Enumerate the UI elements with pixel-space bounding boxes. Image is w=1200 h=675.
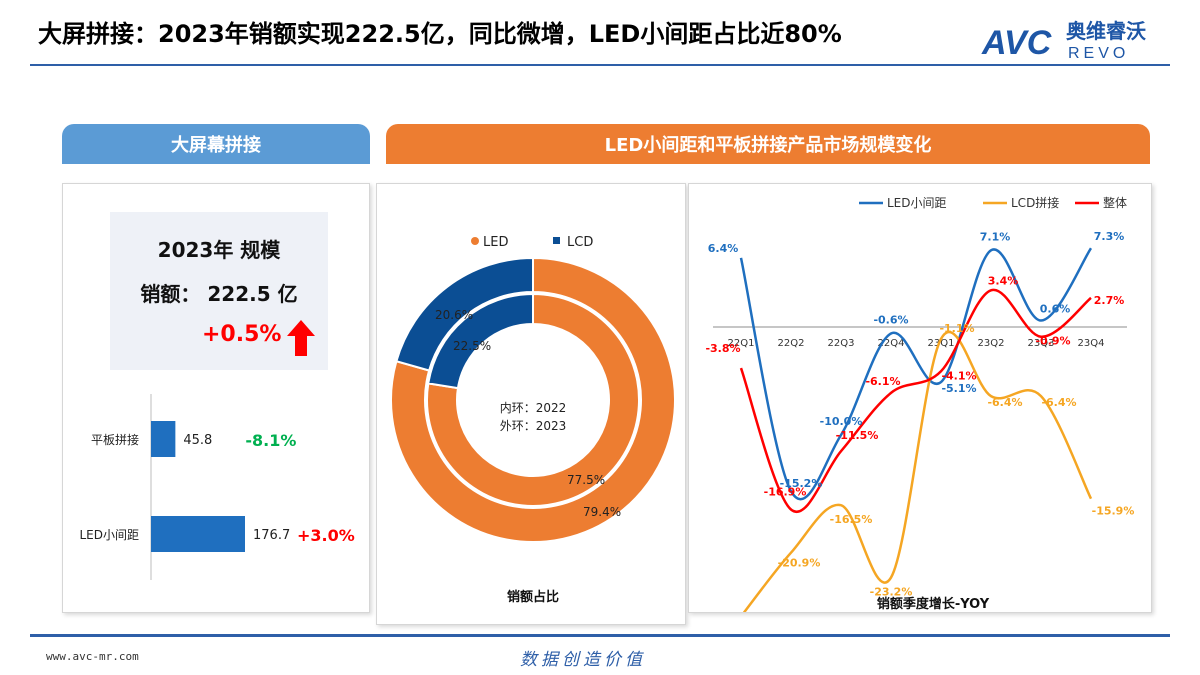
bar-category-label: 平板拼接 (91, 432, 139, 447)
scale-summary-box: 2023年 规模 销额： 222.5 亿 +0.5% (110, 212, 328, 370)
footer-slogan: 数据创造价值 (520, 650, 646, 670)
footer-url: www.avc-mr.com (46, 650, 139, 663)
footer-divider (30, 634, 1170, 637)
x-tick-label: 23Q4 (1078, 338, 1105, 349)
series-data-label: 7.1% (980, 230, 1011, 243)
category-bar-chart: 平板拼接 45.8 -8.1% LED小间距 176.7 +3.0% (79, 394, 355, 580)
series-data-label: -4.1% (941, 369, 976, 382)
series-data-label: -6.4% (1041, 396, 1076, 409)
lcd-line (740, 330, 1093, 618)
x-tick-label: 23Q2 (978, 338, 1005, 349)
tab-large-screen: 大屏幕拼接 (62, 124, 370, 164)
donut-inner-led-label: 77.5% (567, 473, 605, 487)
series-data-label: -15.2% (780, 477, 823, 490)
total-line (739, 288, 1092, 513)
growth-value: +0.5% (202, 322, 282, 347)
led-line (739, 247, 1093, 501)
donut-outer-lcd-slice (395, 256, 534, 372)
scale-year-label: 2023年 规模 (157, 238, 281, 262)
series-data-label: -16.5% (830, 513, 873, 526)
x-tick-label: 22Q2 (778, 338, 805, 349)
bar (151, 516, 245, 552)
legend-lcd-swatch (553, 237, 560, 244)
series-data-label: -6.1% (865, 375, 900, 388)
x-tick-label: 23Q1 (928, 338, 955, 349)
bar-growth-label: +3.0% (297, 526, 355, 545)
series-data-label: -16.9% (764, 486, 807, 499)
series-data-label: 3.4% (988, 274, 1019, 287)
series-data-label: 0.6% (1040, 303, 1071, 316)
series-data-label: -1.1% (939, 322, 974, 335)
x-tick-label: 23Q3 (1028, 338, 1055, 349)
line-panel: 22Q1 22Q2 22Q3 22Q4 23Q1 23Q2 23Q3 23Q4 6.4% -15.… (688, 183, 1152, 639)
series-data-label: 7.3% (1094, 230, 1125, 243)
logo-en: REVO (1068, 45, 1129, 62)
share-donut-chart: LED LCD 20.6% 22.5% 77.5% 79.4% 内环：2022 外环：2023… (390, 235, 676, 605)
donut-inner-lcd-slice (427, 292, 534, 390)
bar-value-label: 45.8 (183, 433, 212, 448)
up-arrow-icon (287, 320, 315, 356)
series-data-label: -5.1% (941, 382, 976, 395)
donut-center-inner-label: 内环：2022 (500, 401, 567, 415)
series-data-label: 2.7% (1094, 294, 1125, 307)
x-tick-label: 22Q4 (878, 338, 905, 349)
legend-lcd-label: LCD (567, 235, 593, 250)
series-data-label: -20.9% (778, 557, 821, 570)
page-title: 大屏拼接：2023年销额实现222.5亿，同比微增，LED小间距占比近80% (38, 20, 842, 48)
legend-label: 整体 (1103, 195, 1127, 210)
x-tick-label: 22Q1 (728, 338, 755, 349)
legend-led-swatch (471, 237, 479, 245)
series-data-label: -3.8% (705, 342, 740, 355)
donut-xlabel: 销额占比 (507, 589, 559, 605)
logo-cn: 奥维睿沃 (1066, 19, 1146, 43)
series-data-label: -0.9% (1035, 335, 1070, 348)
donut-inner-lcd-label: 22.5% (453, 339, 491, 353)
tab-market-change: LED小间距和平板拼接产品市场规模变化 (386, 124, 1150, 164)
donut-outer-lcd-label: 20.6% (435, 308, 473, 322)
donut-center-outer-label: 外环：2023 (500, 419, 567, 433)
x-tick-label: 22Q3 (828, 338, 855, 349)
legend-led-label: LED (483, 235, 508, 250)
bar-category-label: LED小间距 (79, 528, 139, 542)
donut-inner-led-slice (426, 292, 640, 507)
bar-value-label: 176.7 (253, 528, 290, 543)
donut-outer-led-label: 79.4% (583, 505, 621, 519)
sales-value: 销额： 222.5 亿 (140, 282, 298, 306)
series-data-label: -11.5% (836, 429, 879, 442)
donut-panel: LED LCD 20.6% 22.5% 77.5% 79.4% 内环：2022 外环：2023… (376, 183, 686, 625)
header-divider (30, 64, 1170, 66)
logo-text: AVC (981, 24, 1052, 62)
summary-panel: 2023年 规模 销额： 222.5 亿 +0.5% 平板拼接 45.8 -8.1%… (62, 183, 370, 613)
bar (151, 421, 176, 457)
yoy-line-chart: 22Q1 22Q2 22Q3 22Q4 23Q1 23Q2 23Q3 23Q4 6.4% -15.… (704, 195, 1135, 639)
series-data-label: -10.0% (820, 415, 863, 428)
series-data-label: -23.2% (870, 586, 913, 599)
series-data-label: -0.6% (873, 313, 908, 326)
donut-outer-led-slice (390, 256, 676, 543)
series-data-label: -15.9% (1092, 505, 1135, 518)
series-data-label: 6.4% (708, 242, 739, 255)
legend-label: LCD拼接 (1011, 195, 1059, 210)
avc-logo: AVC 奥维睿沃 REVO (981, 19, 1146, 62)
series-data-label: -6.4% (987, 396, 1022, 409)
bar-growth-label: -8.1% (245, 431, 296, 450)
line-xlabel: 销额季度增长-YOY (877, 596, 990, 612)
legend-label: LED小间距 (887, 196, 947, 210)
